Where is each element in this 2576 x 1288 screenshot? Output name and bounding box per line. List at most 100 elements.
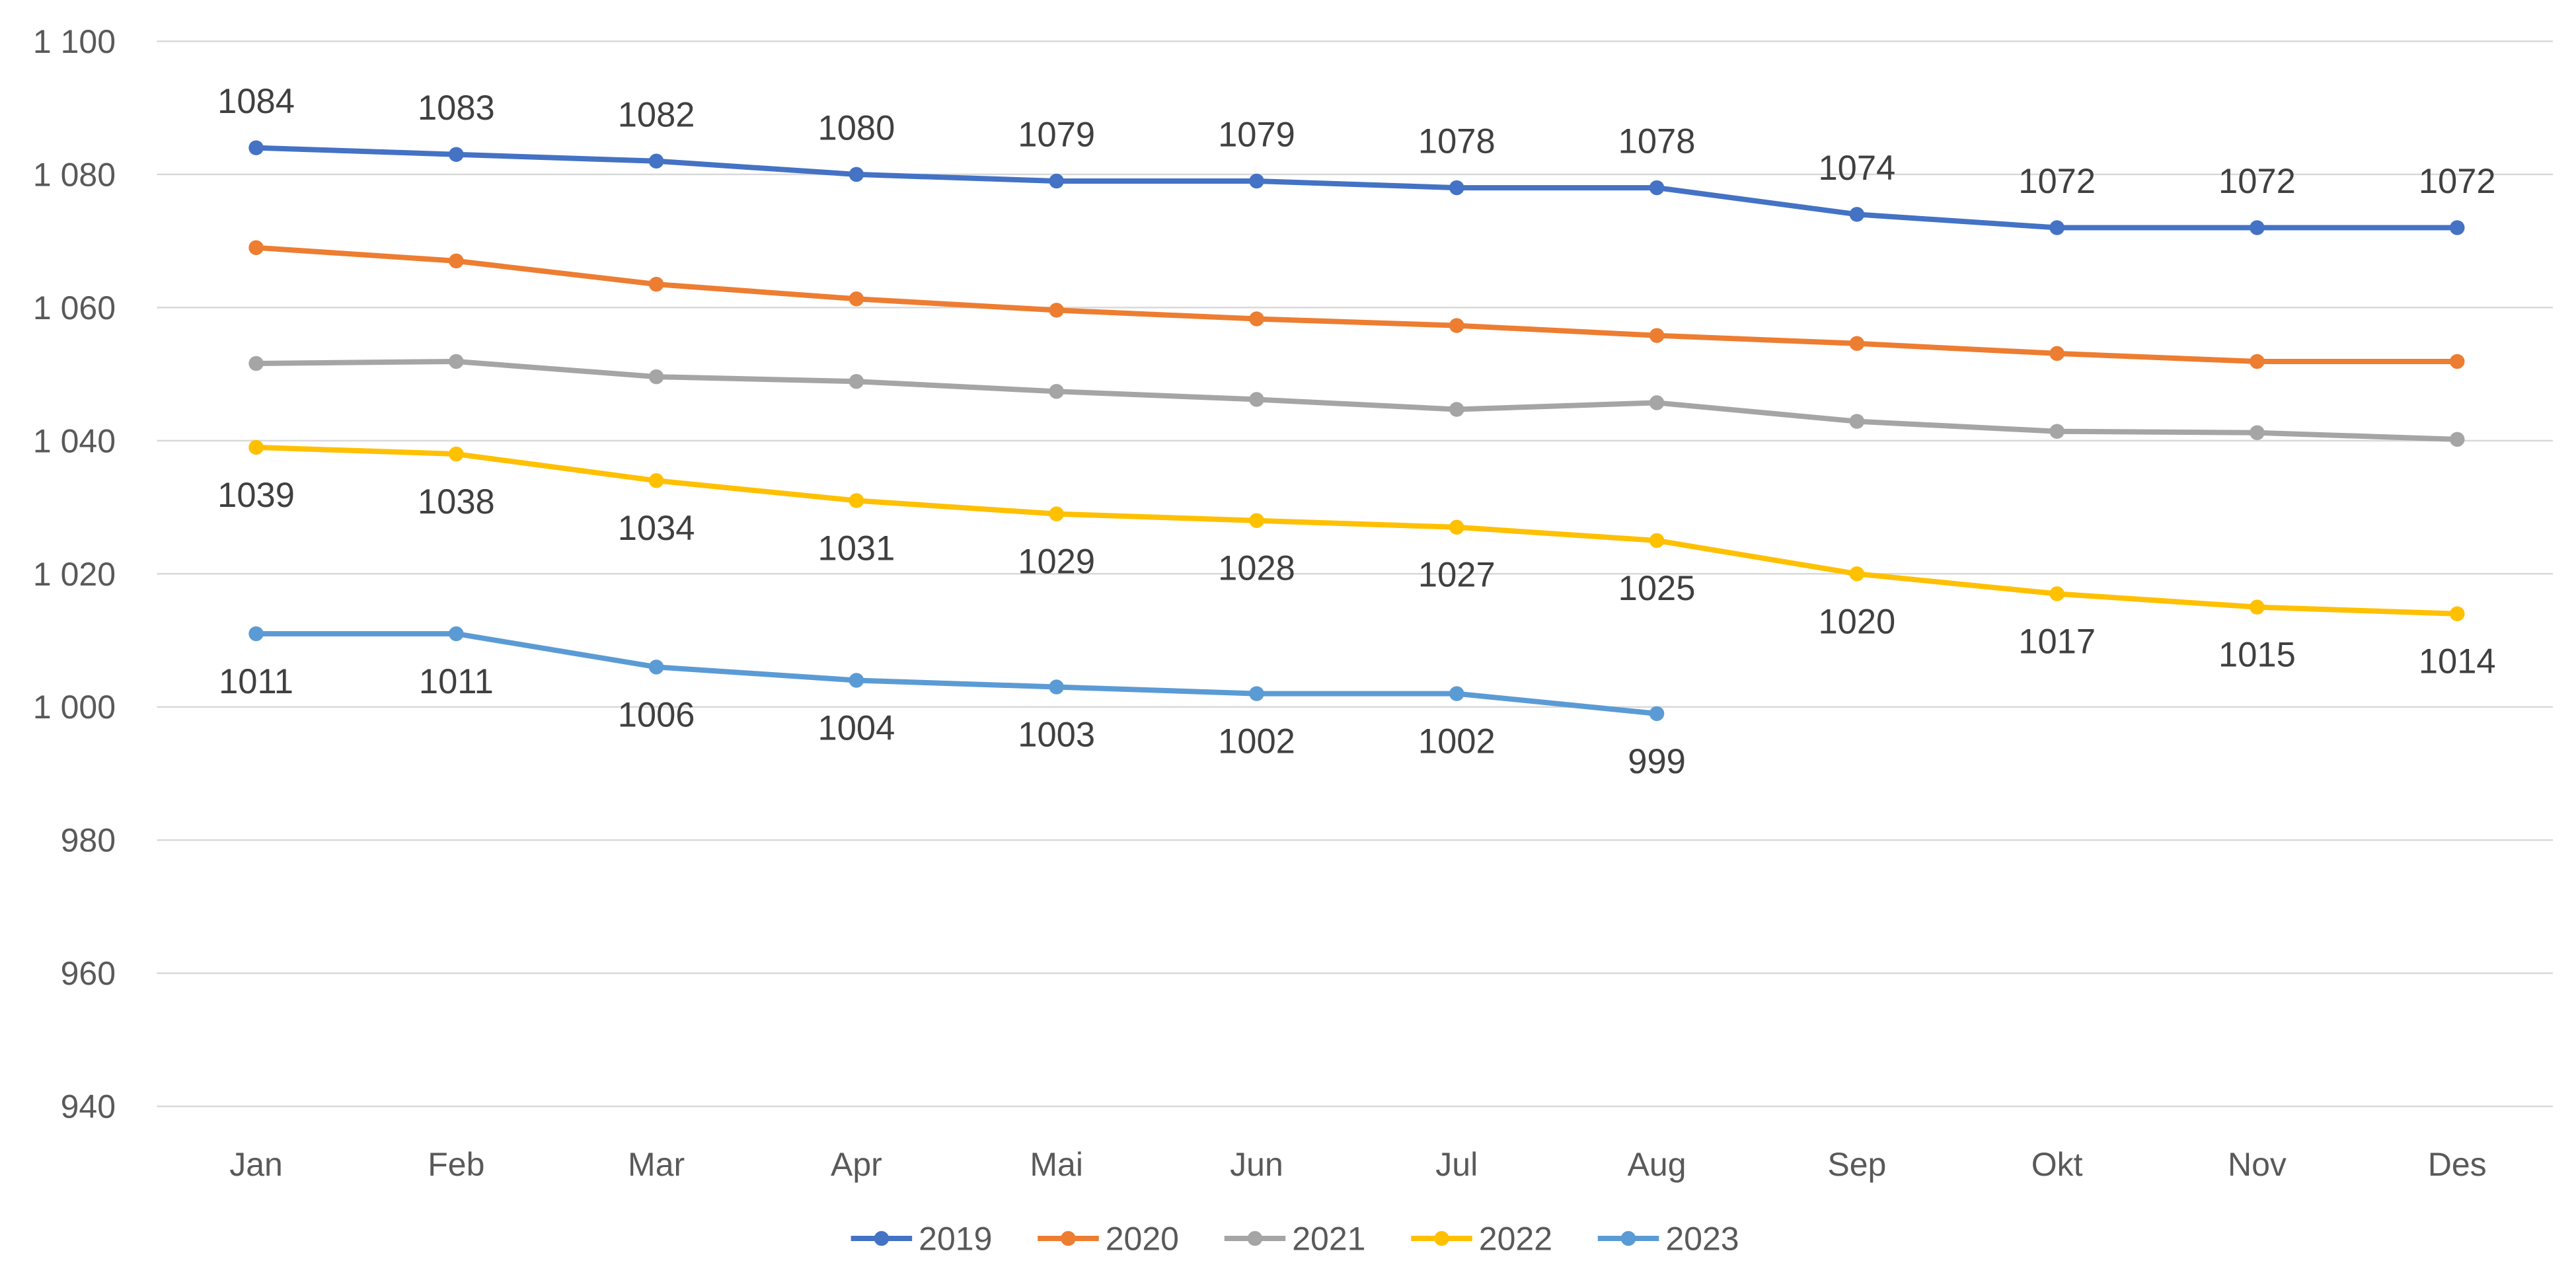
data-point-2021 bbox=[2449, 432, 2465, 447]
data-point-2023 bbox=[849, 673, 864, 688]
data-label-2019: 1072 bbox=[2218, 162, 2296, 201]
legend-label: 2021 bbox=[1292, 1221, 1365, 1258]
data-point-2019 bbox=[2049, 220, 2065, 235]
series-line-2023 bbox=[256, 630, 1657, 716]
data-point-2021 bbox=[1849, 414, 1865, 429]
data-label-2019: 1072 bbox=[2018, 162, 2096, 201]
data-point-2022 bbox=[2049, 586, 2065, 601]
data-label-2022: 1027 bbox=[1418, 556, 1496, 595]
x-axis: Jan Feb Mar Apr Mai Jun Jul Aug Sep Okt Nov Des bbox=[229, 1146, 2486, 1183]
data-point-2020 bbox=[248, 240, 264, 255]
data-point-2020 bbox=[1849, 336, 1865, 352]
series-lines bbox=[248, 140, 2465, 722]
data-point-2022 bbox=[1249, 513, 1264, 528]
data-point-2022 bbox=[449, 446, 464, 462]
data-point-2022 bbox=[2250, 599, 2265, 615]
gridlines bbox=[157, 40, 2553, 1108]
data-point-2020 bbox=[2049, 346, 2065, 361]
data-point-2021 bbox=[1049, 384, 1064, 399]
data-point-2019 bbox=[1649, 180, 1665, 196]
legend-marker-icon bbox=[1061, 1231, 1076, 1246]
data-label-2019: 1082 bbox=[618, 95, 695, 134]
data-point-2019 bbox=[449, 147, 464, 162]
data-point-2019 bbox=[1049, 173, 1064, 189]
series-line-2020 bbox=[256, 245, 2458, 364]
y-tick-label: 1 060 bbox=[33, 289, 116, 326]
data-label-2022: 1029 bbox=[1018, 543, 1095, 582]
x-tick-label: Apr bbox=[831, 1146, 882, 1183]
data-point-2020 bbox=[1249, 311, 1264, 326]
data-point-2021 bbox=[1249, 392, 1264, 407]
data-point-2019 bbox=[1249, 173, 1264, 189]
x-tick-label: Jan bbox=[229, 1146, 283, 1183]
data-label-2019: 1079 bbox=[1018, 116, 1095, 155]
data-point-2022 bbox=[648, 473, 664, 488]
x-tick-label: Jun bbox=[1230, 1146, 1283, 1183]
data-label-2023: 1011 bbox=[219, 662, 293, 701]
data-point-2019 bbox=[2250, 220, 2265, 235]
data-point-2023 bbox=[1249, 686, 1264, 701]
data-point-2023 bbox=[1649, 706, 1665, 722]
data-label-2023: 1004 bbox=[818, 708, 895, 747]
data-label-2022: 1014 bbox=[2419, 642, 2496, 681]
data-label-2023: 1002 bbox=[1418, 722, 1496, 761]
data-point-2019 bbox=[248, 140, 264, 155]
data-label-2019: 1078 bbox=[1618, 122, 1696, 161]
legend: 2019 2020 2021 2022 2023 bbox=[851, 1221, 1739, 1258]
data-label-2022: 1015 bbox=[2218, 636, 2296, 675]
legend-marker-icon bbox=[1434, 1231, 1449, 1246]
data-label-2022: 1020 bbox=[1818, 602, 1895, 641]
y-tick-label: 980 bbox=[61, 822, 116, 859]
data-label-2023: 1003 bbox=[1018, 716, 1095, 755]
x-tick-label: Sep bbox=[1827, 1146, 1886, 1183]
legend-label: 2023 bbox=[1665, 1221, 1739, 1258]
x-tick-label: Feb bbox=[428, 1146, 484, 1183]
data-point-2022 bbox=[849, 493, 864, 508]
series-line-2022 bbox=[256, 444, 2458, 617]
data-point-2022 bbox=[2449, 606, 2465, 621]
data-point-2020 bbox=[2250, 354, 2265, 369]
data-label-2022: 1038 bbox=[418, 482, 495, 521]
data-label-2022: 1031 bbox=[818, 529, 895, 568]
data-label-2022: 1028 bbox=[1218, 549, 1295, 588]
data-label-2019: 1074 bbox=[1818, 149, 1895, 188]
data-label-2019: 1078 bbox=[1418, 122, 1496, 161]
data-point-2020 bbox=[1449, 318, 1464, 333]
data-point-2021 bbox=[849, 373, 864, 389]
data-label-2023: 1006 bbox=[618, 695, 695, 734]
data-point-2019 bbox=[849, 167, 864, 182]
x-tick-label: Mar bbox=[628, 1146, 685, 1183]
legend-marker-icon bbox=[1247, 1231, 1263, 1246]
data-point-2021 bbox=[248, 356, 264, 371]
data-point-2019 bbox=[648, 153, 664, 169]
x-tick-label: Des bbox=[2428, 1146, 2487, 1183]
data-point-2019 bbox=[2449, 220, 2465, 235]
series-line-2021 bbox=[256, 358, 2458, 442]
data-label-2023: 1011 bbox=[419, 662, 494, 701]
legend-marker-icon bbox=[874, 1231, 890, 1246]
data-point-2021 bbox=[1449, 402, 1464, 417]
x-tick-label: Nov bbox=[2228, 1146, 2287, 1183]
data-point-2022 bbox=[1049, 506, 1064, 521]
data-point-2021 bbox=[1649, 395, 1665, 410]
x-tick-label: Okt bbox=[2031, 1146, 2083, 1183]
data-label-2019: 1080 bbox=[818, 108, 895, 147]
data-point-2023 bbox=[1049, 679, 1064, 695]
data-point-2020 bbox=[1049, 303, 1064, 318]
data-point-2023 bbox=[648, 660, 664, 675]
x-tick-label: Aug bbox=[1628, 1146, 1686, 1183]
data-label-2019: 1072 bbox=[2419, 162, 2496, 201]
y-tick-label: 1 080 bbox=[33, 156, 116, 193]
data-point-2021 bbox=[2250, 425, 2265, 441]
y-tick-label: 1 000 bbox=[33, 689, 116, 726]
data-point-2021 bbox=[2049, 424, 2065, 439]
series-line-2019 bbox=[256, 145, 2458, 231]
data-label-2019: 1084 bbox=[217, 82, 295, 121]
data-point-2022 bbox=[1649, 533, 1665, 549]
legend-label: 2020 bbox=[1106, 1221, 1179, 1258]
x-tick-label: Mai bbox=[1030, 1146, 1083, 1183]
data-point-2020 bbox=[449, 253, 464, 269]
data-labels: 1084 1083 1082 1080 1079 1079 1078 1078 1074 1072… bbox=[217, 82, 2495, 781]
data-label-2023: 999 bbox=[1628, 742, 1686, 781]
